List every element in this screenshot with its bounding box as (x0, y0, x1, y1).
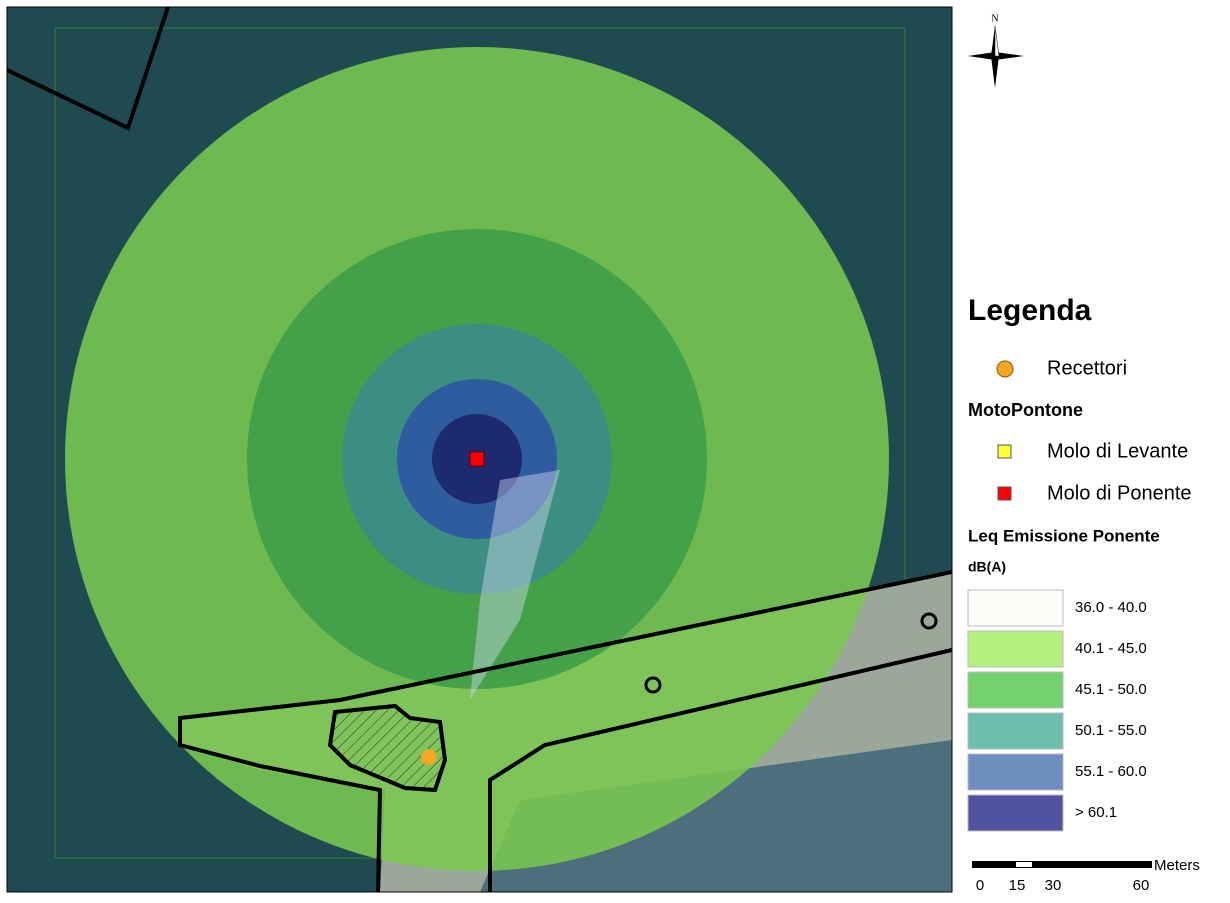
legend-title: Legenda (968, 294, 1092, 327)
scale-unit: Meters (1154, 857, 1200, 874)
scale-label: 60 (1133, 877, 1150, 894)
source-symbol (997, 444, 1012, 459)
map (7, 7, 952, 892)
class-swatch (967, 753, 1064, 791)
north-half (994, 25, 1000, 57)
pier-outline (178, 570, 952, 892)
scale-bar: Meters 0 15 30 60 (972, 857, 1200, 894)
receptor (421, 749, 437, 765)
source-symbol (997, 486, 1012, 501)
class-label: 36.0 - 40.0 (1075, 599, 1147, 616)
class-label: 40.1 - 45.0 (1075, 640, 1147, 657)
scale-label: 15 (1009, 877, 1026, 894)
legend-label: Recettori (1047, 357, 1127, 379)
map-frame (6, 6, 953, 893)
receptor-outline (920, 612, 938, 630)
legend-group: MotoPontone (968, 400, 1083, 420)
scale-bar-fill (972, 861, 1152, 868)
class-label: 50.1 - 55.0 (1075, 722, 1147, 739)
source-ponente (469, 451, 485, 467)
class-swatch (967, 589, 1064, 627)
legend-label: Molo di Levante (1047, 440, 1188, 462)
harbor (480, 740, 952, 892)
class-swatch (967, 630, 1064, 668)
class-label: 55.1 - 60.0 (1075, 763, 1147, 780)
class-swatch (967, 712, 1064, 750)
class-label: > 60.1 (1075, 804, 1117, 821)
raster-title: Leq Emissione Ponente (968, 526, 1160, 545)
north-arrow: N (968, 13, 1024, 88)
raster-unit: dB(A) (968, 559, 1006, 575)
receptor-symbol (996, 360, 1014, 378)
building (327, 703, 448, 793)
wake (470, 470, 560, 700)
class-swatch (967, 671, 1064, 709)
legend-label: Molo di Ponente (1047, 482, 1192, 504)
class-label: 45.1 - 50.0 (1075, 681, 1147, 698)
scale-bar-segment (1016, 862, 1032, 867)
class-swatch (967, 794, 1064, 832)
boundary-line (7, 7, 170, 131)
north-label: N (991, 13, 998, 24)
scale-label: 30 (1045, 877, 1062, 894)
legend: Legenda Recettori MotoPontone Leq Emissi… (967, 294, 1192, 832)
receptor-outline (644, 676, 662, 694)
scale-label: 0 (976, 877, 984, 894)
